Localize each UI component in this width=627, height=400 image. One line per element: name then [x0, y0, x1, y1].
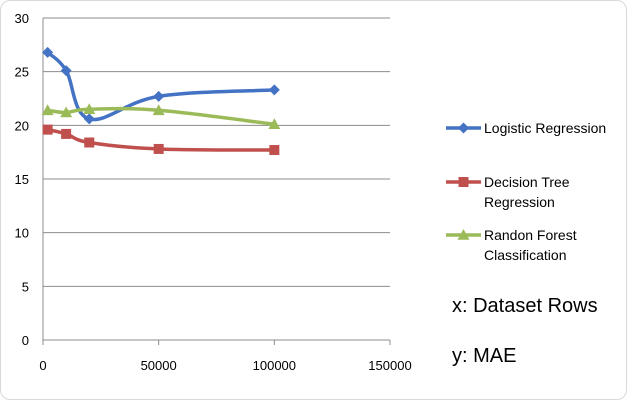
legend-marker [458, 177, 469, 187]
data-point [60, 65, 72, 77]
data-point [83, 113, 95, 125]
legend-label: Decision Tree [484, 174, 570, 190]
y-axis-annotation: y: MAE [452, 345, 516, 367]
data-point [153, 90, 165, 102]
legend-marker [458, 122, 469, 134]
y-tick-label: 20 [15, 118, 29, 133]
series-0 [42, 46, 280, 125]
data-point [268, 84, 280, 96]
data-point [84, 137, 95, 148]
legend-label: Regression [484, 194, 555, 210]
data-point [42, 46, 54, 58]
legend-marker [457, 229, 470, 240]
y-tick-label: 30 [15, 11, 29, 26]
data-point [60, 106, 73, 118]
x-tick-label: 150000 [368, 358, 411, 373]
series-line [45, 106, 277, 127]
legend-label: Classification [484, 247, 566, 263]
y-tick-label: 5 [22, 279, 29, 294]
data-point [42, 124, 53, 135]
x-tick-label: 50000 [141, 358, 177, 373]
y-tick-label: 0 [22, 333, 29, 348]
x-tick-label: 100000 [253, 358, 296, 373]
y-tick-label: 15 [15, 172, 29, 187]
legend-entry-1: Decision Tree Regression [446, 174, 570, 210]
series-1 [42, 124, 280, 156]
legend-label: Logistic Regression [484, 120, 606, 136]
series-line [45, 50, 277, 122]
x-tick-label: 0 [39, 358, 46, 373]
series-2 [41, 103, 281, 130]
data-point [61, 128, 72, 139]
gridlines [43, 17, 390, 287]
data-point [269, 145, 280, 156]
y-tick-label: 10 [15, 226, 29, 241]
data-point [41, 104, 54, 116]
tick-labels: 0 5 10 15 20 25 30 0 50000 100000 150000 [15, 11, 412, 373]
data-point [268, 118, 281, 130]
data-point [153, 143, 164, 154]
x-axis-annotation: x: Dataset Rows [452, 295, 598, 317]
data-point [83, 103, 96, 115]
data-point [152, 104, 165, 116]
legend-label: Randon Forest [484, 227, 577, 243]
legend-entry-2: Randon Forest Classification [446, 227, 577, 263]
series-layer [41, 46, 281, 156]
axes [42, 18, 391, 345]
y-tick-label: 25 [15, 65, 29, 80]
legend: Logistic Regression Decision Tree Regressi… [446, 120, 606, 263]
legend-entry-0: Logistic Regression [446, 120, 606, 136]
